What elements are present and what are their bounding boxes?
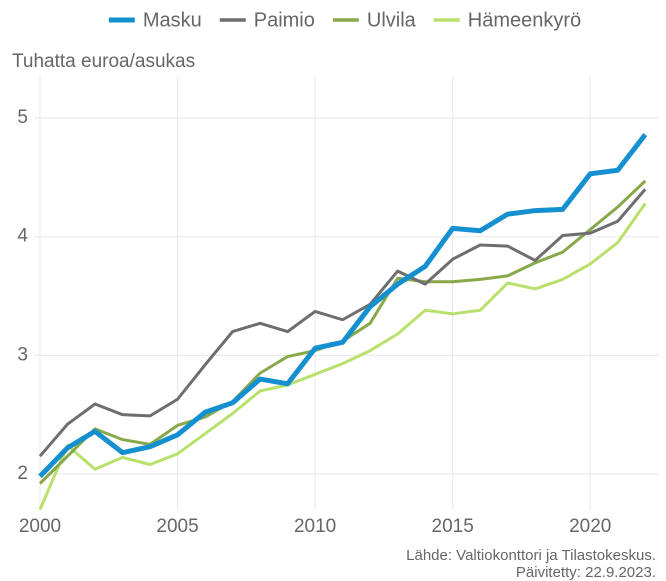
caption: Lähde: Valtiokonttori ja Tilastokeskus. <box>406 547 656 564</box>
line <box>38 179 647 485</box>
x-tick-label: 2020 <box>569 516 611 537</box>
x-tick-label: 2000 <box>19 516 61 537</box>
y-tick-label: 5 <box>17 107 28 128</box>
line <box>38 188 647 458</box>
y-tick-label: 3 <box>17 344 28 365</box>
x-tick-label: 2010 <box>294 516 336 537</box>
y-tick-label: 4 <box>17 226 28 247</box>
line <box>38 202 647 511</box>
y-axis-title: Tuhatta euroa/asukas <box>12 51 195 72</box>
caption: Päivitetty: 22.9.2023. <box>516 564 656 581</box>
legend-label: Ulvila <box>367 9 417 31</box>
line <box>38 133 648 479</box>
x-tick-label: 2015 <box>432 516 474 537</box>
legend-label: Paimio <box>254 9 315 31</box>
x-tick-label: 2005 <box>156 516 198 537</box>
y-tick-label: 2 <box>17 463 28 484</box>
legend-label: Masku <box>143 9 202 31</box>
legend-label: Hämeenkyrö <box>468 9 581 31</box>
legend: Masku Paimio Ulvila Hämeenkyrö <box>108 9 581 31</box>
